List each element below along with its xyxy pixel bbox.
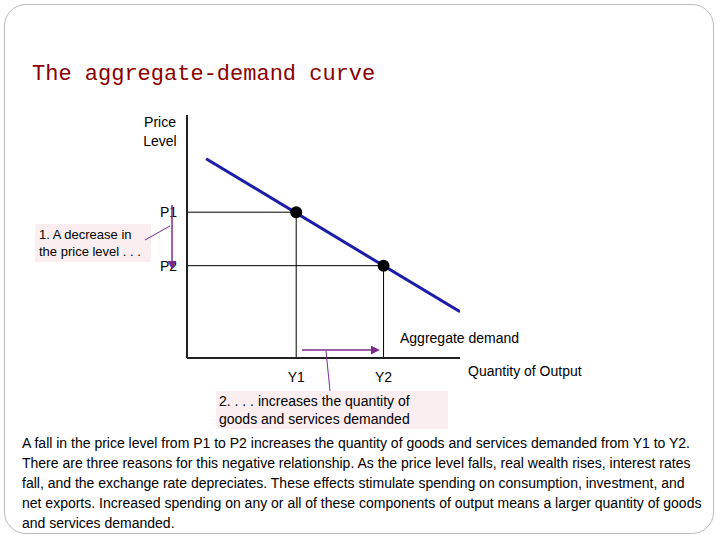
svg-text:Y2: Y2: [375, 369, 392, 385]
html-text:The aggregate-demand curve: The aggregate-demand curve: [32, 62, 376, 87]
html-text:Aggregate demand: Aggregate demand: [400, 330, 520, 346]
html-text:1. A decrease in the price lev: 1. A decrease in the price level . . .: [39, 227, 141, 259]
html-text:2. . . . increases the quantit: 2. . . . increases the quantity of goods…: [219, 393, 410, 427]
svg-text:P2: P2: [160, 258, 177, 274]
html-text:Price Level: Price Level: [143, 114, 177, 149]
html-text:Quantity of Output: Quantity of Output: [468, 363, 582, 379]
svg-text:Y1: Y1: [288, 369, 305, 385]
svg-text:P1: P1: [160, 204, 177, 220]
html-text:A fall in the price level from: A fall in the price level from P1 to P2 …: [22, 435, 702, 531]
